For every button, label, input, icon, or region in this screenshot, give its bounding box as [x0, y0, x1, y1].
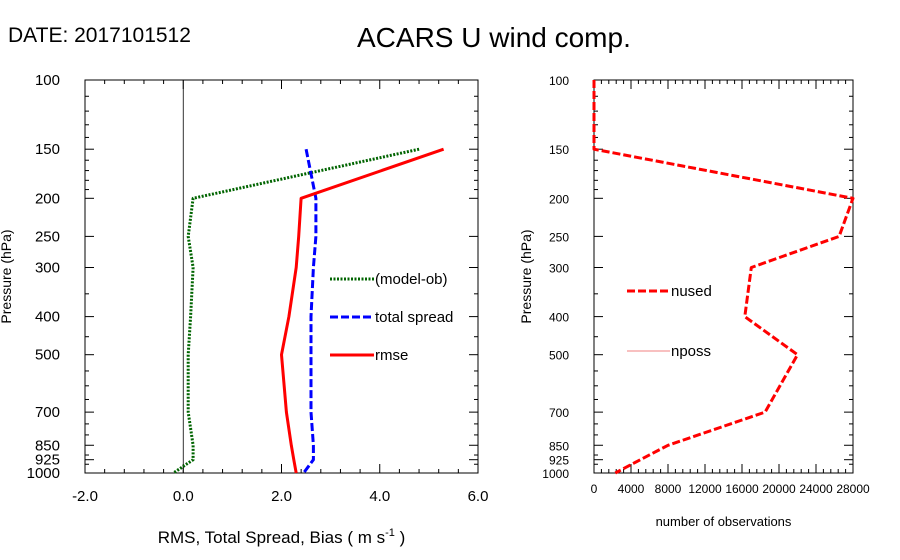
y-tick-label: 200 — [35, 190, 60, 207]
x-tick-label: 4.0 — [369, 488, 390, 505]
y-tick-label: 400 — [549, 311, 569, 325]
y-tick-label: 150 — [35, 141, 60, 158]
y-axis-label: Pressure (hPa) — [518, 229, 534, 323]
legend-label-nused: nused — [671, 283, 712, 300]
x-tick-label: 16000 — [725, 482, 759, 496]
x-tick-label: -2.0 — [72, 488, 98, 505]
date-label: DATE: 2017101512 — [8, 24, 191, 47]
y-tick-label: 500 — [549, 349, 569, 363]
series-line-rmse — [280, 147, 445, 474]
y-tick-label: 925 — [549, 454, 569, 468]
x-tick-label: 2.0 — [271, 488, 292, 505]
x-axis-label: number of observations — [656, 514, 792, 529]
x-tick-label: 0 — [591, 482, 598, 496]
y-tick-label: 250 — [35, 228, 60, 245]
legend-label-model-ob: (model-ob) — [375, 271, 448, 288]
x-tick-label: 24000 — [799, 482, 833, 496]
legend-label-rmse: rmse — [375, 347, 408, 364]
y-axis-label: Pressure (hPa) — [0, 229, 14, 323]
y-tick-label: 700 — [35, 404, 60, 421]
legend-label-total-spread: total spread — [375, 309, 453, 326]
series-line-nused — [592, 80, 855, 475]
series-line-model-ob — [172, 147, 420, 475]
x-tick-label: 20000 — [762, 482, 796, 496]
y-tick-label: 300 — [35, 260, 60, 277]
x-tick-label: 28000 — [836, 482, 870, 496]
series-line-total-spread — [302, 148, 318, 474]
chart-title: ACARS U wind comp. — [357, 22, 631, 53]
x-tick-label: 4000 — [618, 482, 645, 496]
x-tick-label: 0.0 — [173, 488, 194, 505]
y-tick-label: 100 — [549, 74, 569, 88]
y-tick-label: 500 — [35, 347, 60, 364]
x-tick-label: 8000 — [655, 482, 682, 496]
x-tick-label: 12000 — [688, 482, 722, 496]
y-tick-label: 1000 — [27, 465, 60, 482]
y-tick-label: 250 — [549, 230, 569, 244]
y-tick-label: 200 — [549, 192, 569, 206]
y-tick-label: 850 — [549, 439, 569, 453]
y-tick-label: 1000 — [542, 467, 569, 481]
y-tick-label: 850 — [35, 437, 60, 454]
x-axis-label: RMS, Total Spread, Bias ( m s-1 ) — [158, 527, 406, 547]
legend-label-nposs: nposs — [671, 343, 711, 360]
y-tick-label: 300 — [549, 262, 569, 276]
y-tick-label: 150 — [549, 143, 569, 157]
y-tick-label: 100 — [35, 72, 60, 89]
x-tick-label: 6.0 — [468, 488, 489, 505]
y-tick-label: 925 — [35, 452, 60, 469]
y-tick-label: 400 — [35, 309, 60, 326]
plot-frame — [593, 79, 854, 474]
y-tick-label: 700 — [549, 406, 569, 420]
